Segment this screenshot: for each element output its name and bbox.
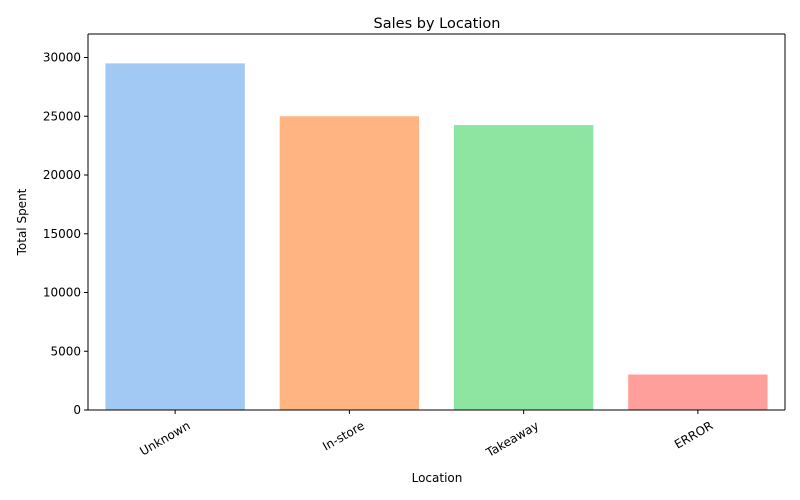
y-axis-label: Total Spent — [15, 188, 29, 256]
x-tick-label: ERROR — [672, 418, 715, 451]
y-tick-label: 25000 — [43, 109, 81, 123]
y-tick-label: 10000 — [43, 286, 81, 300]
chart-title: Sales by Location — [374, 16, 501, 32]
bar-unknown — [105, 63, 245, 410]
y-tick-label: 0 — [73, 403, 81, 417]
x-axis-label: Location — [412, 471, 463, 485]
x-tick-label: In-store — [320, 418, 367, 453]
y-tick-label: 30000 — [43, 51, 81, 65]
y-tick-label: 20000 — [43, 168, 81, 182]
y-ticks-group: 0 5000 10000 15000 20000 25000 30000 — [43, 51, 88, 417]
x-tick-label: Unknown — [137, 418, 192, 458]
bars-group — [105, 63, 768, 410]
y-tick-label: 15000 — [43, 227, 81, 241]
bar-in-store — [279, 116, 420, 410]
y-tick-label: 5000 — [50, 344, 81, 358]
bar-error — [628, 374, 768, 410]
axes-group — [87, 33, 786, 411]
x-tick-label: Takeaway — [483, 418, 541, 460]
x-ticks-group: Unknown In-store Takeaway ERROR — [137, 410, 715, 460]
bar-takeaway — [453, 125, 594, 410]
